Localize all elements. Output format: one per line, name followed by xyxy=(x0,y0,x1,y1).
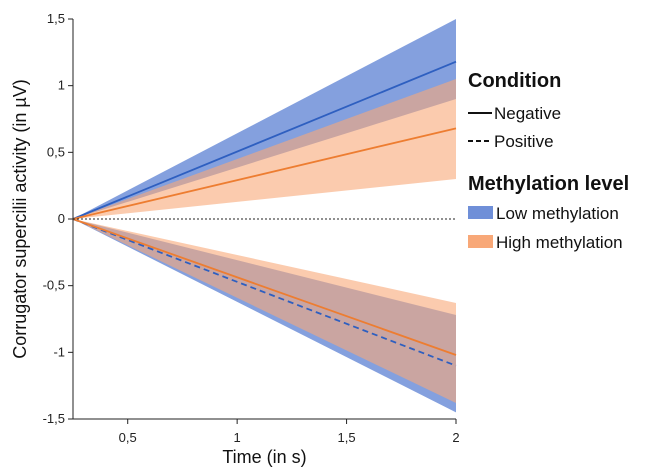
x-tick-label: 1,5 xyxy=(338,430,356,445)
y-tick-label: 0 xyxy=(58,211,65,226)
y-tick-label: -0,5 xyxy=(43,278,65,293)
y-tick-label: -1 xyxy=(53,344,65,359)
line-positive-low-methylation xyxy=(72,218,457,367)
confidence-bands xyxy=(73,19,456,413)
legend-negative-label: Negative xyxy=(494,104,561,123)
y-tick-label: 0,5 xyxy=(47,144,65,159)
band-positive-low-methylation xyxy=(73,219,456,413)
line-negative-high-methylation xyxy=(72,127,457,220)
x-ticks: 0,5 1 1,5 2 xyxy=(119,419,460,445)
legend-methylation-title: Methylation level xyxy=(468,173,629,195)
legend: Condition Negative Positive Methylation … xyxy=(468,70,629,252)
y-tick-label: -1,5 xyxy=(43,411,65,426)
legend-low-methylation-label: Low methylation xyxy=(496,204,619,223)
x-axis-title: Time (in s) xyxy=(222,447,306,467)
line-negative-low-methylation xyxy=(72,60,457,220)
x-tick-label: 0,5 xyxy=(119,430,137,445)
y-tick-label: 1 xyxy=(58,78,65,93)
band-negative-high-methylation xyxy=(73,79,456,219)
y-tick-label: 1,5 xyxy=(47,11,65,26)
legend-positive-label: Positive xyxy=(494,132,554,151)
y-ticks: 1,5 1 0,5 0 -0,5 -1 -1,5 xyxy=(43,11,73,426)
legend-condition-title: Condition xyxy=(468,70,561,92)
legend-low-methylation-swatch xyxy=(468,206,493,219)
line-positive-high-methylation xyxy=(72,218,457,356)
legend-high-methylation-swatch xyxy=(468,235,493,248)
band-positive-high-methylation xyxy=(73,219,456,403)
x-tick-label: 2 xyxy=(452,430,459,445)
legend-high-methylation-label: High methylation xyxy=(496,233,623,252)
band-negative-low-methylation xyxy=(73,19,456,219)
x-tick-label: 1 xyxy=(234,430,241,445)
y-axis-title: Corrugator supercilii activity (in µV) xyxy=(10,79,30,358)
series-lines xyxy=(72,60,457,367)
